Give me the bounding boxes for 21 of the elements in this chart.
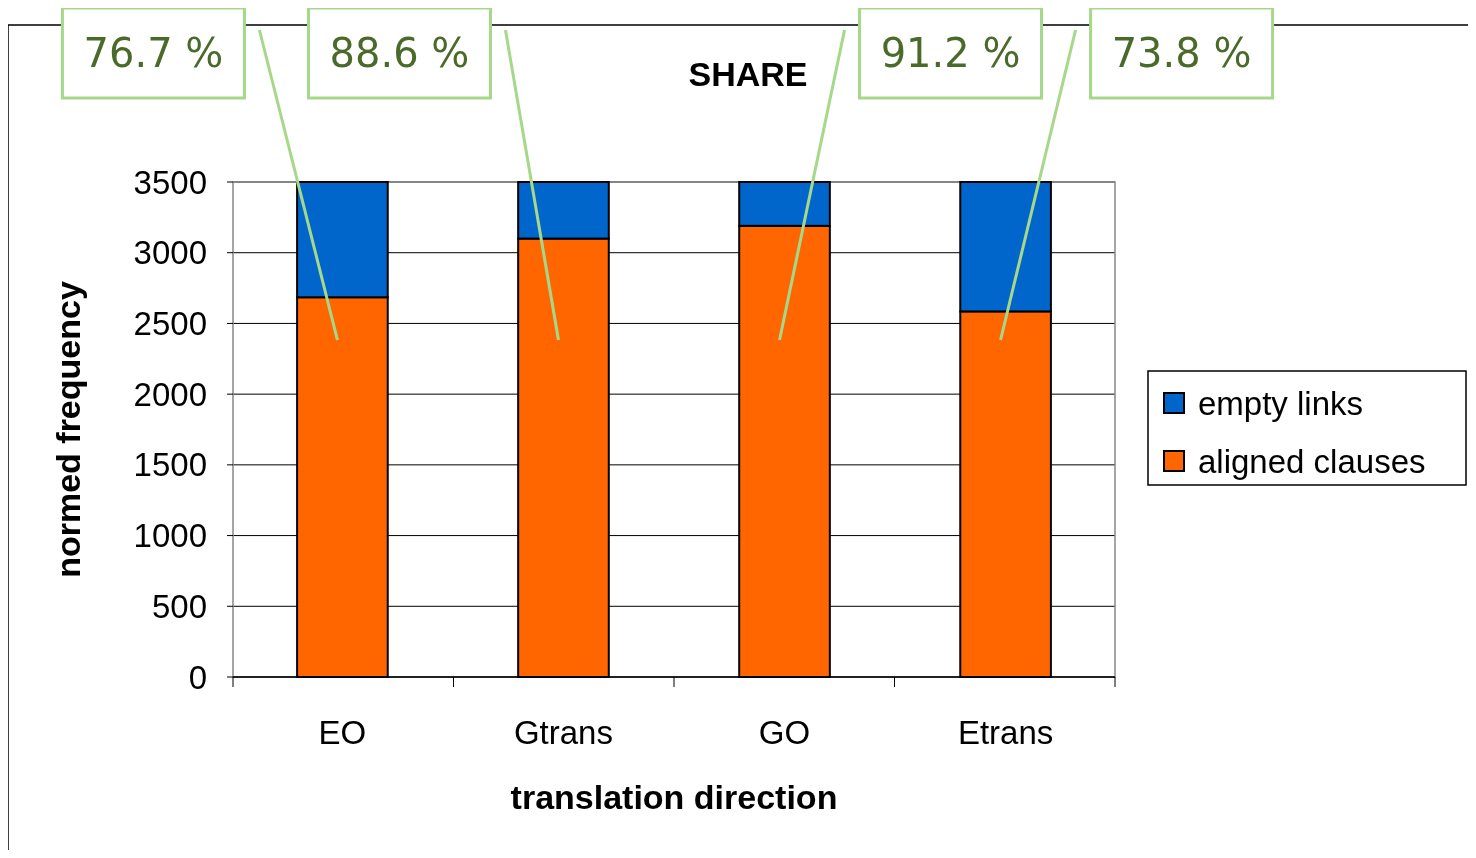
y-tick-label: 1000 — [133, 517, 207, 555]
chart-title: SHARE — [688, 55, 808, 93]
legend-label: aligned clauses — [1198, 442, 1426, 480]
legend-label: empty links — [1198, 384, 1364, 422]
x-tick-label: GO — [758, 714, 811, 751]
text: 88.6 % — [329, 30, 470, 76]
y-tick-label: 1500 — [133, 446, 207, 484]
y-tick-label: 500 — [151, 587, 207, 625]
x-tick-label: Etrans — [957, 714, 1054, 751]
y-tick-label: 2500 — [133, 304, 207, 342]
y-tick-label: 3500 — [133, 163, 207, 201]
y-tick-label: 3000 — [133, 234, 207, 272]
x-tick-label: EO — [318, 714, 367, 751]
y-tick-label: 0 — [188, 658, 207, 696]
text: 76.7 % — [83, 30, 224, 76]
y-tick-label: 2000 — [133, 375, 207, 413]
y-axis-title: normed frequency — [49, 281, 87, 578]
x-axis-title: translation direction — [510, 778, 838, 816]
text: 91.2 % — [880, 30, 1021, 76]
x-tick-label: Gtrans — [513, 714, 613, 751]
text: 73.8 % — [1111, 30, 1252, 76]
